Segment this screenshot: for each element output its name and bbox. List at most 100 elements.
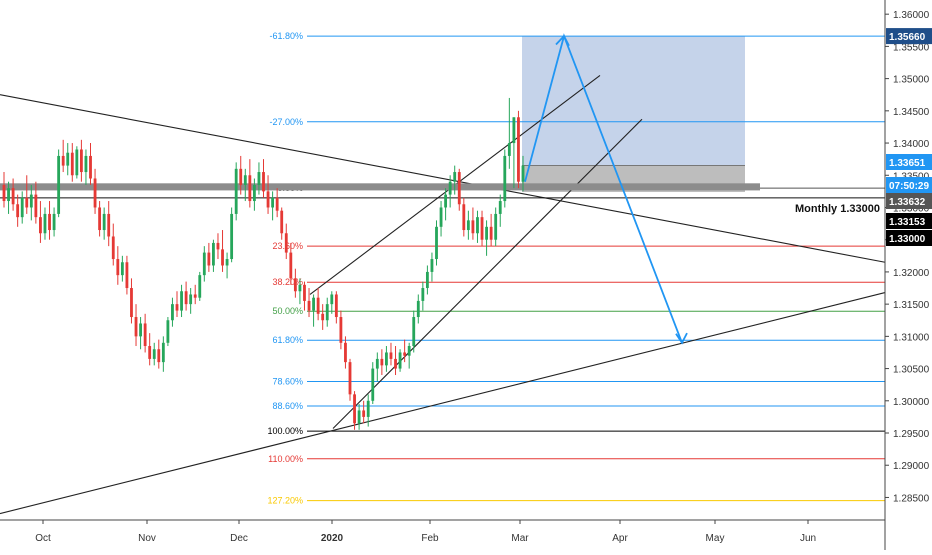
candle-body [257,172,261,185]
candle [184,281,188,311]
candle-body [366,400,370,417]
price-tick-label: 1.29500 [893,429,930,440]
candle [212,239,215,272]
candle [93,168,97,214]
candle [498,194,502,227]
candle [366,394,370,427]
candle [139,317,142,350]
candle [316,288,320,321]
price-label-text: 1.33651 [889,158,926,169]
price-tick-label: 1.35500 [893,42,930,53]
price-label-text: 1.33632 [889,197,926,208]
candle [348,358,352,401]
candle [57,149,61,218]
candle [312,294,315,327]
candle-body [152,349,156,359]
candle [471,207,475,240]
price-label-text: 07:50:29 [889,181,929,192]
candle [371,362,375,405]
candle-body [448,181,452,195]
candle [7,181,10,214]
candle-body [371,368,375,401]
candle-body [29,194,33,208]
candle [344,336,347,369]
price-label-bg [886,154,932,170]
candle [284,223,288,260]
candle [66,143,70,176]
candle-body [380,358,384,366]
candle [444,188,448,221]
candle [494,207,498,247]
candle [321,304,325,330]
price-tick-label: 1.32000 [893,268,930,279]
candle-body [102,213,106,231]
candle [43,207,47,240]
candle-body [385,352,388,366]
price-tick-label: 1.31000 [893,332,930,343]
candle-body [48,213,51,231]
candle-body [107,213,111,237]
candle [375,352,379,382]
candle-body [111,236,115,260]
candle-body [120,262,124,276]
candle-body [398,352,402,369]
candle-body [412,317,416,347]
candle [353,391,356,430]
candle-body [289,252,293,279]
price-tick-label: 1.31500 [893,300,930,311]
candle-body [116,259,120,276]
candle-body [334,294,338,318]
candle-body [403,352,407,356]
candle-body [75,149,79,176]
candle [480,210,484,247]
candle [435,220,438,266]
candle-body [262,172,265,192]
candle-body [480,217,484,240]
candle [2,172,6,208]
candle [157,339,161,369]
candle [462,197,466,237]
candle-body [207,252,211,266]
fib-level-label: 78.60% [272,376,303,386]
price-label-bg [886,213,932,229]
fib-level-label: 50.00% [272,306,303,316]
monthly-label: Monthly 1.33000 [795,203,880,215]
candle-body [457,172,461,205]
candle [189,288,193,314]
candle [266,175,270,214]
candle [425,265,429,295]
candle-body [494,213,498,240]
candle-body [193,294,197,298]
target-zone [522,36,745,166]
candle-body [66,152,70,166]
candle-body [98,207,102,231]
candle [48,201,51,240]
price-tick-label: 1.30500 [893,365,930,376]
candle [485,220,488,256]
price-label: 1.33632 [886,193,932,209]
candle [84,149,88,185]
candle [230,207,234,263]
price-label: 1.33651 [886,154,932,170]
candle [166,317,170,347]
candle [453,165,457,195]
candle [207,242,211,272]
candle-body [307,300,311,311]
candle [330,291,334,314]
candle-body [248,175,252,202]
candle-body [70,152,74,176]
trend-lines: Monthly 1.33000 [0,74,886,515]
candle-body [234,168,238,214]
candle [362,400,366,424]
candle [398,349,402,372]
time-tick-label: Dec [230,533,248,544]
candle-body [175,304,179,311]
candle-body [39,217,42,234]
candle [20,191,24,224]
candle-body [239,168,243,185]
time-axis: Oct Nov Dec 2020 Feb Mar Apr May Jun [35,520,816,544]
candle-body [11,188,15,205]
